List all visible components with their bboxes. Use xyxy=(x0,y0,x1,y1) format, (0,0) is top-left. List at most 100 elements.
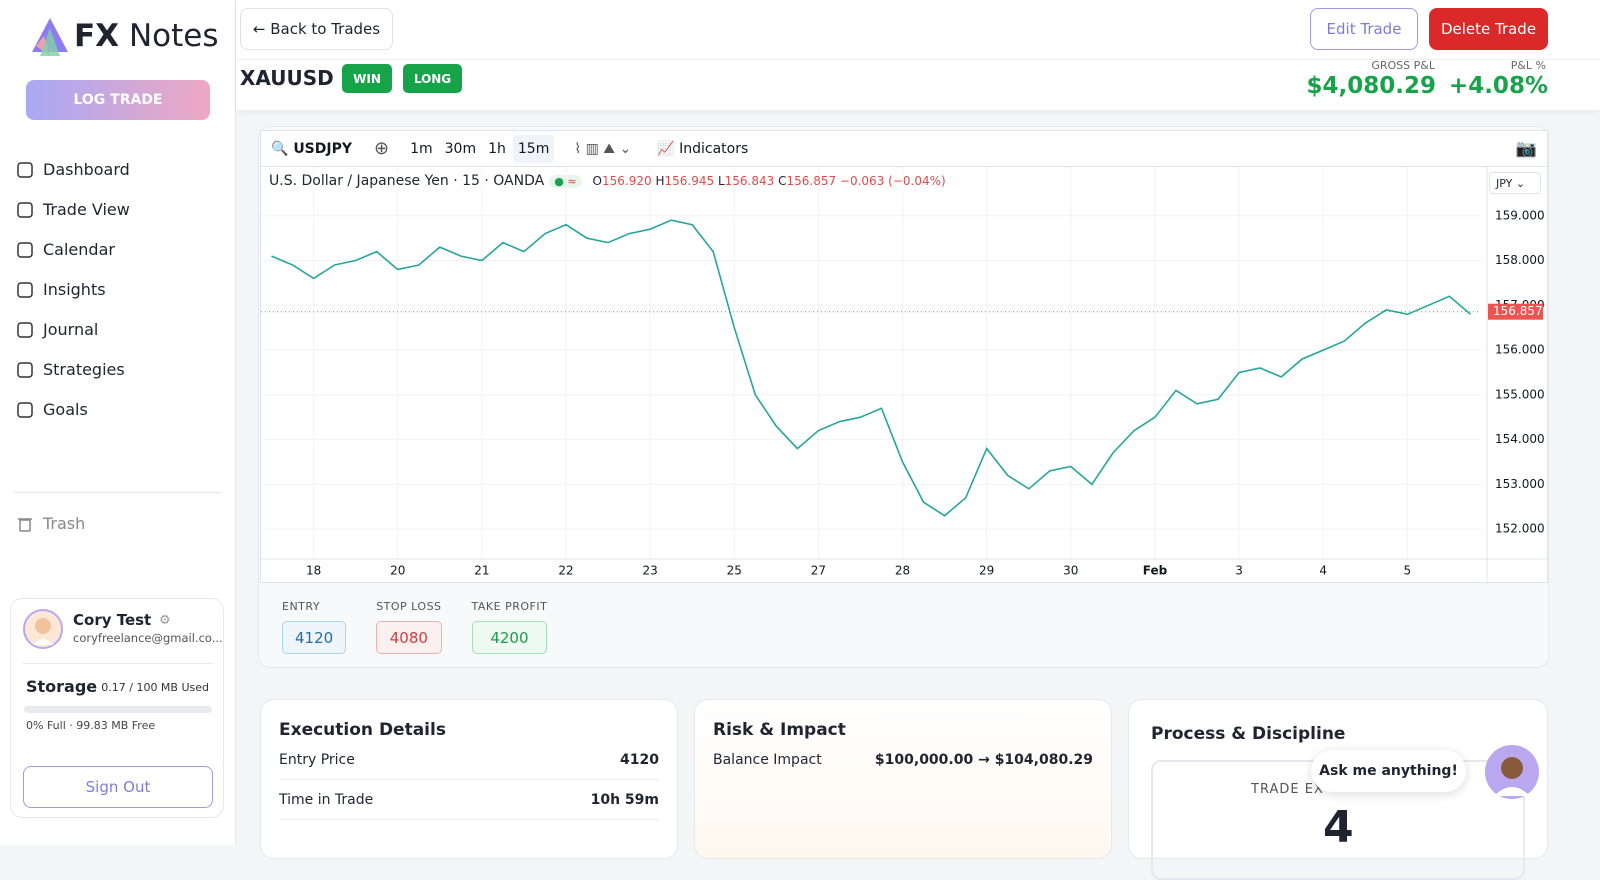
card-title: Process & Discipline xyxy=(1151,724,1346,744)
level-value: 4200 xyxy=(471,621,548,654)
x-tick-label: 29 xyxy=(979,564,994,578)
row-label: Time in Trade xyxy=(279,791,374,808)
delete-button[interactable]: Delete Trade xyxy=(1429,8,1548,50)
level: STOP LOSS 4080 xyxy=(376,600,442,654)
nav-icon xyxy=(17,161,33,178)
row-value: $100,000.00 → $104,080.29 xyxy=(874,752,1093,768)
currency-select[interactable]: JPY ⌄ xyxy=(1489,172,1541,194)
y-tick-label: 155.000 xyxy=(1495,387,1545,401)
interval-button[interactable]: 1h xyxy=(488,140,506,157)
chart-toolbar: 🔍 USDJPY ⊕ 1m 30m 1h 15m ⌇ ▥ ⛰ ⌄ 📈 Indicato… xyxy=(261,131,1547,167)
back-button[interactable]: ← Back to Trades xyxy=(240,8,393,50)
row: Balance Impact $100,000.00 → $104,080.29 xyxy=(713,740,1093,780)
level: TAKE PROFIT 4200 xyxy=(471,600,548,654)
score-value: 4 xyxy=(1323,802,1354,853)
brand-bold: FX xyxy=(74,18,120,54)
h-value: 156.945 xyxy=(664,174,715,188)
avatar xyxy=(23,609,63,649)
x-tick-label: 22 xyxy=(558,564,573,578)
x-tick-label: 27 xyxy=(811,564,826,578)
l-value: 156.843 xyxy=(724,174,775,188)
x-tick-label: 23 xyxy=(642,564,657,578)
y-tick-label: 158.000 xyxy=(1495,253,1545,267)
brand: FX Notes xyxy=(74,18,218,54)
row: Entry Price 4120 xyxy=(279,740,659,780)
card-title: Risk & Impact xyxy=(713,720,846,740)
level-value: 4080 xyxy=(376,621,442,654)
chart-svg: 152.000153.000154.000155.000156.000157.0… xyxy=(261,167,1547,584)
ohlc: O156.920 H156.945 L156.843 C156.857 −0.0… xyxy=(593,174,946,188)
nav-label: Insights xyxy=(43,280,106,299)
last-price-label: 156.857 xyxy=(1493,304,1543,318)
toolbar-symbol: USDJPY xyxy=(293,140,352,157)
storage-title: Storage xyxy=(26,677,98,696)
gross-value: $4,080.29 xyxy=(1306,73,1437,99)
x-tick-label: 30 xyxy=(1063,564,1078,578)
y-tick-label: 153.000 xyxy=(1495,477,1545,491)
pct-value: +4.08% xyxy=(1448,73,1548,99)
interval-button[interactable]: 1m xyxy=(410,140,433,157)
chart-style[interactable]: ⌇ ▥ ⛰ ⌄ xyxy=(574,140,632,157)
header: ← Back to Trades Edit Trade Delete Trade… xyxy=(236,0,1600,110)
indicators-button[interactable]: 📈 Indicators xyxy=(657,140,749,157)
nav-item[interactable]: Dashboard xyxy=(16,160,130,179)
price-line xyxy=(271,219,1472,517)
nav-label: Strategies xyxy=(43,360,125,379)
icon-shape xyxy=(17,201,33,218)
nav-item[interactable]: Trade View xyxy=(16,200,130,219)
level-label: ENTRY xyxy=(282,600,321,613)
edit-button[interactable]: Edit Trade xyxy=(1310,8,1418,50)
pct-label: P&L % xyxy=(1510,59,1546,72)
intervals: 1m 30m 1h 15m xyxy=(405,134,556,163)
icon-shape xyxy=(17,161,33,178)
chat-avatar[interactable] xyxy=(1484,744,1540,800)
level-label: STOP LOSS xyxy=(376,600,442,613)
currency: JPY xyxy=(1496,176,1513,190)
log-trade-button[interactable]: LOG TRADE xyxy=(26,80,210,120)
trash-link[interactable]: Trash xyxy=(16,514,85,533)
symbol-search[interactable]: 🔍 USDJPY xyxy=(271,140,352,157)
user-name: Cory Test xyxy=(73,611,152,629)
long-badge: LONG xyxy=(403,64,462,93)
x-tick-label: 5 xyxy=(1404,564,1412,578)
indicators-label: Indicators xyxy=(679,140,749,157)
row-value: 4120 xyxy=(620,751,659,768)
interval-button[interactable]: 15m xyxy=(512,134,555,163)
sign-out-button[interactable]: Sign Out xyxy=(23,766,213,808)
o-label: O xyxy=(592,174,602,188)
nav-item[interactable]: Goals xyxy=(16,400,88,419)
storage-bar xyxy=(24,706,212,713)
o-value: 156.920 xyxy=(602,174,652,188)
status-badge: ● ≈ xyxy=(549,174,582,188)
l-label: L xyxy=(717,174,725,188)
c-label: C xyxy=(778,174,787,188)
nav-item[interactable]: Journal xyxy=(16,320,98,339)
compare-button[interactable]: ⊕ xyxy=(374,138,390,159)
nav-icon xyxy=(17,241,33,258)
trash-icon xyxy=(18,517,32,532)
nav-item[interactable]: Insights xyxy=(16,280,106,299)
storage-used: 0.17 / 100 MB Used xyxy=(101,681,209,694)
h-label: H xyxy=(655,174,665,188)
x-tick-label: 20 xyxy=(390,564,405,578)
legend-title: U.S. Dollar / Japanese Yen · 15 · OANDA xyxy=(269,173,545,189)
interval-button[interactable]: 30m xyxy=(444,140,477,157)
settings-icon[interactable]: ⚙ xyxy=(159,613,171,628)
screenshot-button[interactable]: 📷 xyxy=(1515,138,1537,159)
chat-bubble[interactable]: Ask me anything! xyxy=(1311,750,1466,792)
x-tick-label: 3 xyxy=(1235,564,1243,578)
row: Time in Trade 10h 59m xyxy=(279,780,659,820)
chart-legend: U.S. Dollar / Japanese Yen · 15 · OANDA … xyxy=(269,173,946,189)
nav-item[interactable]: Calendar xyxy=(16,240,115,259)
row-value: 10h 59m xyxy=(590,791,659,808)
nav-label: Dashboard xyxy=(43,160,130,179)
trading-chart: 152.000153.000154.000155.000156.000157.0… xyxy=(260,130,1548,584)
nav-item[interactable]: Strategies xyxy=(16,360,125,379)
icon-shape xyxy=(17,401,33,418)
nav-label: Trade View xyxy=(43,200,130,219)
card-title: Execution Details xyxy=(279,720,446,740)
nav-label: Journal xyxy=(43,320,99,339)
divider xyxy=(14,492,220,493)
x-tick-label: Feb xyxy=(1143,564,1168,578)
nav-label: Calendar xyxy=(43,240,115,259)
